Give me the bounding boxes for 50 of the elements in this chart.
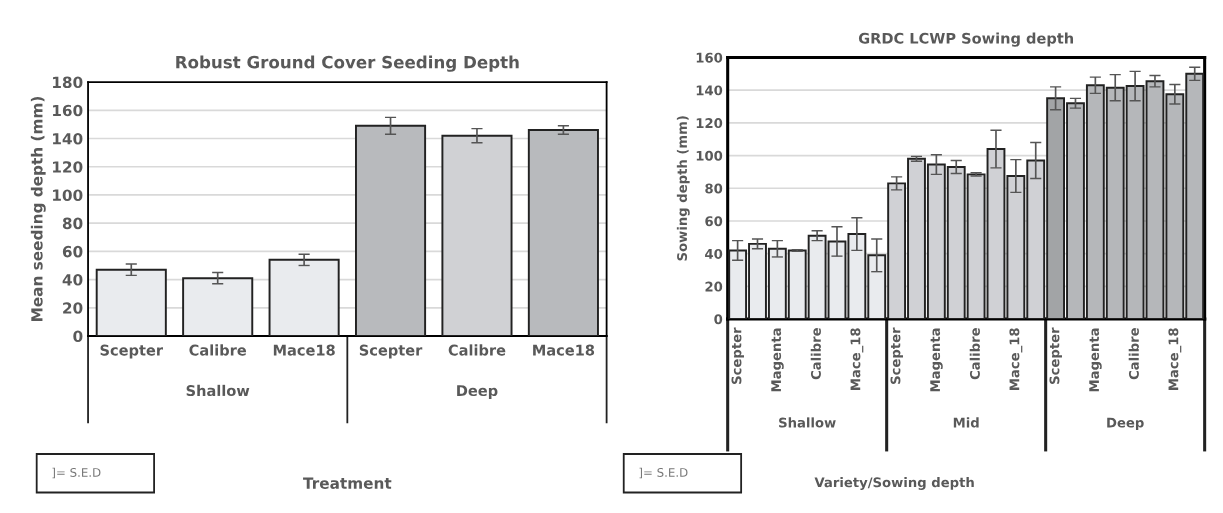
y-tick-label: 80 (62, 217, 83, 230)
text: Shallow (779, 417, 836, 428)
y-tick-label: 100 (696, 150, 723, 161)
x-tick-label: Mace_18 (850, 328, 864, 390)
x-tick-label: Magenta (930, 328, 943, 392)
y-tick-label: 20 (63, 302, 83, 314)
x-tick-label: Magenta (771, 328, 784, 392)
text: Deep (457, 385, 498, 399)
y-tick-label: 40 (705, 248, 723, 259)
x-tick-label: Mace18 (533, 344, 595, 356)
y-tick-label: 60 (705, 216, 723, 227)
text: Shallow (186, 384, 250, 397)
text: Mid (953, 417, 979, 428)
x-tick-label: Mace18 (273, 344, 335, 356)
x-axis-title: Treatment (303, 477, 392, 489)
y-tick-label: 120 (53, 161, 83, 173)
y-tick-label: 160 (696, 52, 723, 63)
x-axis-title: Variety/Sowing depth (814, 477, 974, 490)
y-tick-label: 160 (53, 104, 83, 117)
text: Deep (1107, 417, 1144, 431)
x-tick-label: Calibre (969, 328, 980, 380)
x-tick-label: Calibre (810, 328, 821, 380)
chart-title: Robust Ground Cover Seeding Depth (176, 55, 519, 72)
y-tick-label: 80 (705, 183, 723, 194)
x-tick-label: Scepter (890, 327, 903, 384)
x-tick-label: Scepter (1049, 327, 1062, 384)
x-tick-label: Calibre (448, 344, 506, 356)
text: ]= S.E.D (52, 467, 101, 479)
y-tick-label: 0 (714, 314, 723, 325)
x-tick-label: Magenta (1089, 328, 1102, 392)
y-tick-label: 140 (53, 132, 83, 145)
y-axis-title: Sowing depth (mm) (676, 116, 690, 261)
y-tick-label: 100 (53, 189, 83, 201)
chart-title: GRDC LCWP Sowing depth (858, 32, 1073, 47)
x-tick-label: Scepter (731, 327, 745, 384)
x-tick-label: Calibre (1128, 328, 1139, 380)
y-tick-label: 120 (696, 118, 723, 129)
y-tick-label: 0 (73, 330, 83, 343)
x-tick-label: Mace_18 (1009, 328, 1023, 390)
y-tick-label: 40 (62, 274, 83, 286)
y-tick-label: 140 (696, 85, 723, 96)
x-tick-label: Scepter (100, 344, 163, 359)
y-tick-label: 60 (62, 245, 83, 258)
y-tick-label: 180 (53, 76, 83, 89)
x-tick-label: Scepter (359, 344, 423, 359)
x-tick-label: Calibre (189, 344, 247, 356)
y-axis-title: Mean seeding depth (mm) (30, 97, 46, 322)
x-tick-label: Mace_18 (1168, 328, 1182, 390)
y-tick-label: 20 (705, 281, 723, 292)
text: ]= S.E.D (639, 467, 688, 479)
